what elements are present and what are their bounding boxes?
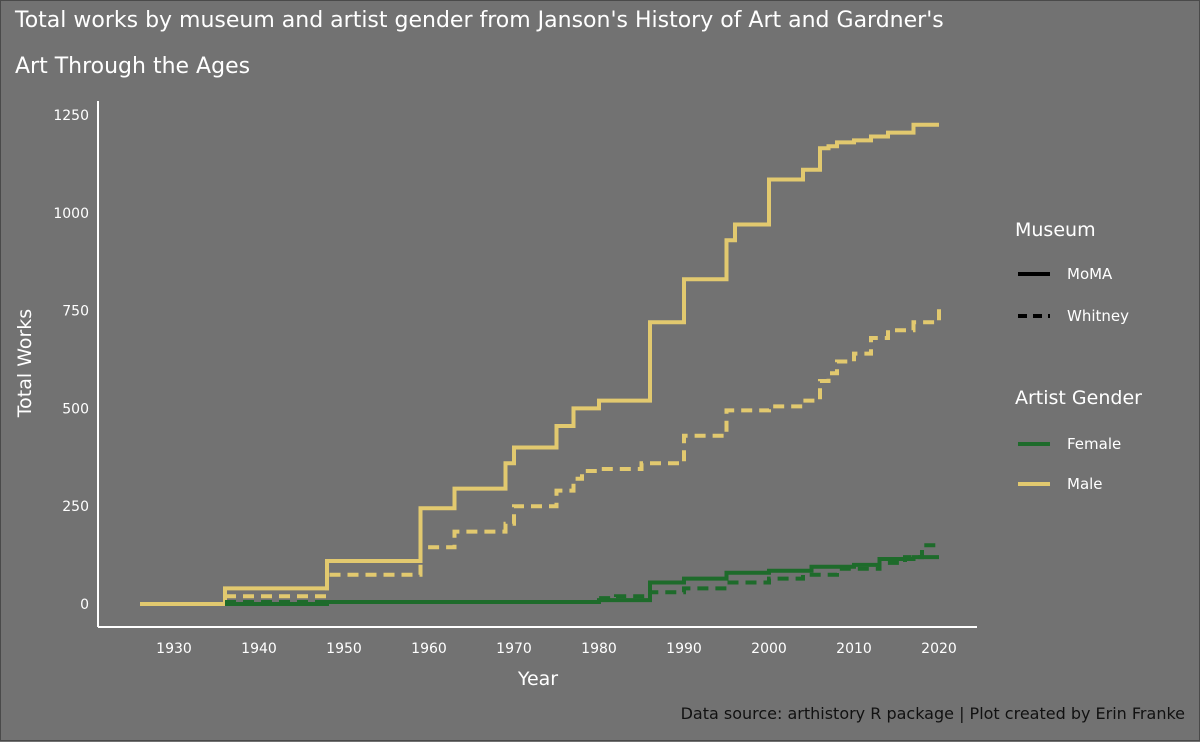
- x-tick-label: 1980: [581, 641, 617, 657]
- legend-label-moma: MoMA: [1067, 265, 1113, 283]
- x-axis-title: Year: [517, 668, 558, 690]
- y-tick-label: 750: [62, 304, 89, 320]
- y-tick-label: 250: [62, 499, 89, 515]
- y-tick-label: 0: [80, 597, 89, 613]
- x-tick-label: 1990: [666, 641, 702, 657]
- x-tick-label: 2010: [836, 641, 872, 657]
- x-tick-label: 1950: [326, 641, 362, 657]
- x-tick-label: 2000: [751, 641, 787, 657]
- x-tick-label: 1940: [241, 641, 277, 657]
- legend-label-female: Female: [1067, 435, 1121, 453]
- legend-label-whitney: Whitney: [1067, 307, 1129, 325]
- legend-label-male: Male: [1067, 475, 1103, 493]
- x-tick-label: 2020: [921, 641, 957, 657]
- chart-title-line-1: Total works by museum and artist gender …: [15, 8, 944, 33]
- y-tick-label: 500: [62, 401, 89, 417]
- axes: 0 250 500 750 1000 1250 1930 1940 1950 1960 1970 19…: [14, 101, 977, 690]
- series-line-whitney-female: [225, 543, 939, 604]
- y-tick-label: 1000: [53, 206, 89, 222]
- legend-title-artist-gender: Artist Gender: [1015, 387, 1142, 409]
- series-lines: [140, 122, 941, 606]
- data-source-caption: Data source: arthistory R package | Plot…: [680, 704, 1185, 723]
- legend-title-museum: Museum: [1015, 219, 1096, 241]
- x-tick-label: 1970: [496, 641, 532, 657]
- legend: Museum MoMA Whitney Artist Gender Female Male: [1015, 219, 1142, 493]
- series-line-whitney-male: [225, 308, 941, 599]
- y-axis-title: Total Works: [14, 309, 36, 418]
- x-tick-label: 1960: [411, 641, 447, 657]
- y-tick-label: 1250: [53, 108, 89, 124]
- chart-title-line-2: Art Through the Ages: [15, 54, 251, 79]
- series-line-moma-female: [225, 555, 939, 606]
- series-line-moma-male: [140, 122, 939, 606]
- x-tick-label: 1930: [156, 641, 192, 657]
